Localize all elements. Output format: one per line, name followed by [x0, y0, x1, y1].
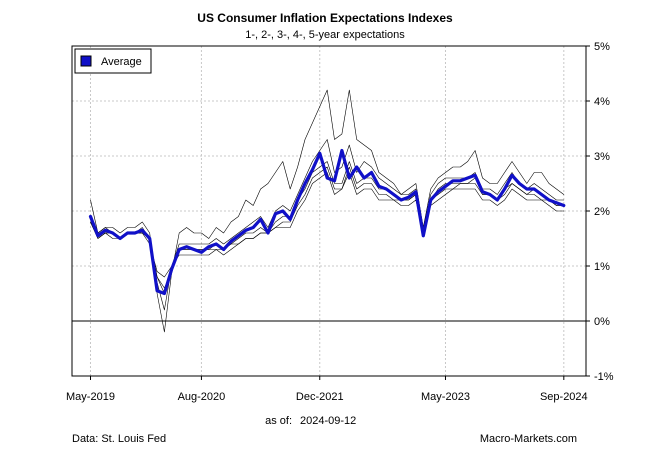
as-of-date: 2024-09-12: [300, 415, 356, 427]
y-tick-label: 5%: [594, 41, 610, 53]
legend: Average: [74, 48, 152, 74]
series-line-4-year: [90, 166, 565, 289]
as-of-label: as of:: [265, 415, 292, 427]
x-axis: May-2019 Aug-2020 Dec-2021 May-2023 Sep-2024: [66, 376, 588, 403]
y-tick-label: -1%: [594, 371, 614, 383]
x-tick-label: Dec-2021: [296, 391, 344, 403]
series-line-2-year: [90, 139, 565, 311]
x-tick-label: Sep-2024: [540, 391, 588, 403]
series-line-5-year: [90, 172, 565, 278]
y-tick-label: 2%: [594, 206, 610, 218]
chart-subtitle: 1-, 2-, 3-, 4-, 5-year expectations: [245, 29, 405, 41]
chart-title: US Consumer Inflation Expectations Index…: [197, 11, 453, 25]
x-tick-label: Aug-2020: [178, 391, 226, 403]
x-tick-label: May-2023: [421, 391, 470, 403]
data-source: Data: St. Louis Fed: [72, 433, 166, 445]
y-tick-label: 4%: [594, 96, 610, 108]
series-lines: [88, 89, 566, 333]
legend-swatch-average: [80, 55, 92, 67]
y-tick-label: 0%: [594, 316, 610, 328]
y-axis: 5% 4% 3% 2% 1% 0% -1%: [586, 41, 614, 383]
series-line-1-year: [90, 89, 565, 333]
y-tick-label: 1%: [594, 261, 610, 273]
legend-label-average: Average: [101, 56, 142, 68]
series-line-3-year: [90, 161, 565, 294]
brand-name: Macro-Markets.com: [480, 433, 577, 445]
x-tick-label: May-2019: [66, 391, 115, 403]
series-line-average: [88, 148, 566, 296]
y-tick-label: 3%: [594, 151, 610, 163]
grid: [72, 46, 586, 376]
